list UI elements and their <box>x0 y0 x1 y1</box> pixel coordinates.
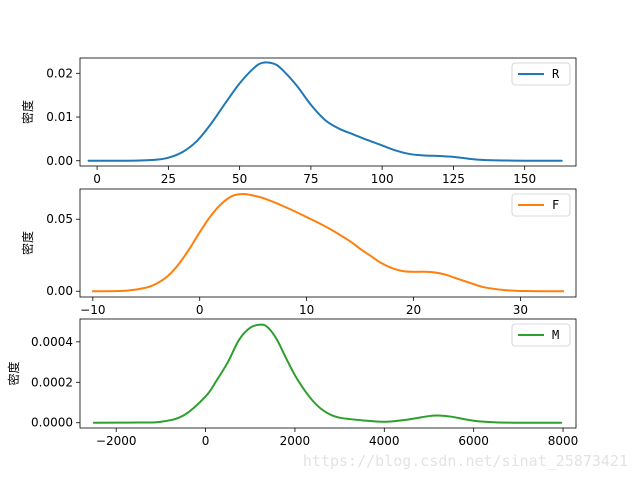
y-tick-label: 0.00 <box>46 284 73 298</box>
x-tick-label: 125 <box>442 172 465 186</box>
x-tick-label: 30 <box>513 303 528 317</box>
legend-label: M <box>552 328 559 342</box>
axes-frame <box>79 57 577 167</box>
x-tick-label: 6000 <box>458 434 489 448</box>
series-line-m <box>92 323 563 424</box>
x-tick-label: 150 <box>513 172 536 186</box>
x-tick-label: −10 <box>80 303 105 317</box>
y-tick-label: 0.01 <box>46 110 73 124</box>
y-axis-label: 密度 <box>6 361 21 385</box>
watermark-text: https://blog.csdn.net/sinat_25873421 <box>303 452 628 470</box>
x-tick-label: 25 <box>161 172 176 186</box>
series-line-f <box>91 193 565 293</box>
y-tick-label: 0.00 <box>46 154 73 168</box>
y-tick-label: 0.0000 <box>31 416 73 430</box>
y-tick-label: 0.05 <box>46 212 73 226</box>
x-tick-label: 100 <box>371 172 394 186</box>
series-line-r <box>87 61 563 162</box>
x-tick-label: 4000 <box>369 434 400 448</box>
x-tick-label: 75 <box>303 172 318 186</box>
legend-label: R <box>552 67 560 81</box>
legend-label: F <box>552 198 559 212</box>
x-tick-label: −2000 <box>96 434 137 448</box>
y-axis-label: 密度 <box>20 231 35 255</box>
x-tick-label: 20 <box>406 303 421 317</box>
x-tick-label: 0 <box>93 172 101 186</box>
x-tick-label: 50 <box>232 172 247 186</box>
y-tick-label: 0.02 <box>46 66 73 80</box>
x-tick-label: 0 <box>202 434 210 448</box>
axes-frame <box>79 318 577 429</box>
y-tick-label: 0.0004 <box>31 335 73 349</box>
axes-frame <box>79 188 577 298</box>
x-tick-label: 2000 <box>280 434 311 448</box>
x-tick-label: 10 <box>299 303 314 317</box>
y-axis-label: 密度 <box>20 100 35 124</box>
y-tick-label: 0.0002 <box>31 375 73 389</box>
x-tick-label: 8000 <box>548 434 579 448</box>
x-tick-label: 0 <box>196 303 204 317</box>
